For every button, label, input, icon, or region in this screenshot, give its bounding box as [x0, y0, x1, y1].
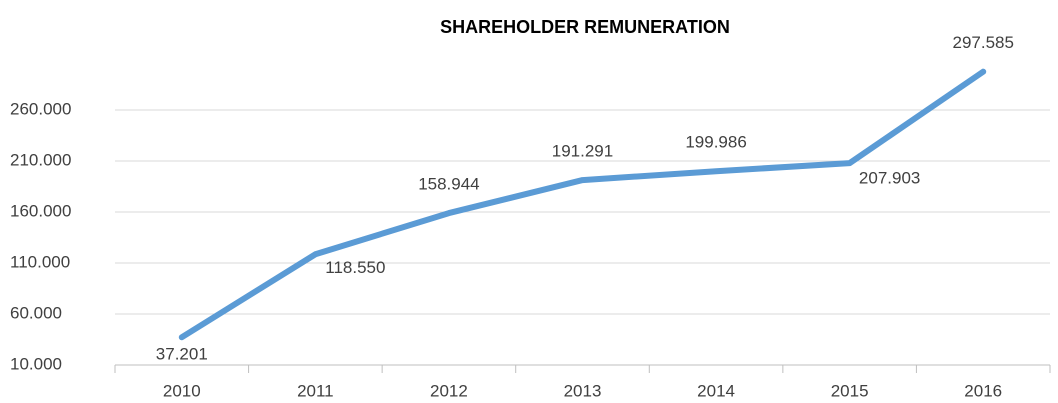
data-label: 207.903	[859, 169, 920, 188]
x-tick-label: 2014	[697, 381, 735, 400]
data-label: 199.986	[685, 133, 746, 152]
y-tick-label: 160.000	[10, 201, 71, 220]
line	[178, 68, 987, 341]
data-label: 37.201	[156, 345, 208, 364]
y-tick-label: 260.000	[10, 99, 71, 118]
y-tick-label: 110.000	[10, 252, 70, 271]
data-label: 158.944	[418, 175, 479, 194]
y-tick-label: 210.000	[10, 150, 71, 169]
x-tick-label: 2013	[564, 381, 602, 400]
chart-title: SHAREHOLDER REMUNERATION	[440, 17, 730, 37]
data-label: 297.585	[952, 33, 1013, 52]
data-label: 118.550	[325, 258, 385, 277]
data-label: 191.291	[552, 142, 613, 161]
x-tick-label: 2015	[831, 381, 869, 400]
x-tick-label: 2011	[297, 381, 334, 400]
x-tick-label: 2016	[964, 381, 1002, 400]
y-tick-label: 60.000	[10, 303, 62, 322]
x-tick-label: 2010	[163, 381, 201, 400]
x-tick-label: 2012	[430, 381, 468, 400]
y-tick-label: 10.000	[10, 354, 62, 373]
